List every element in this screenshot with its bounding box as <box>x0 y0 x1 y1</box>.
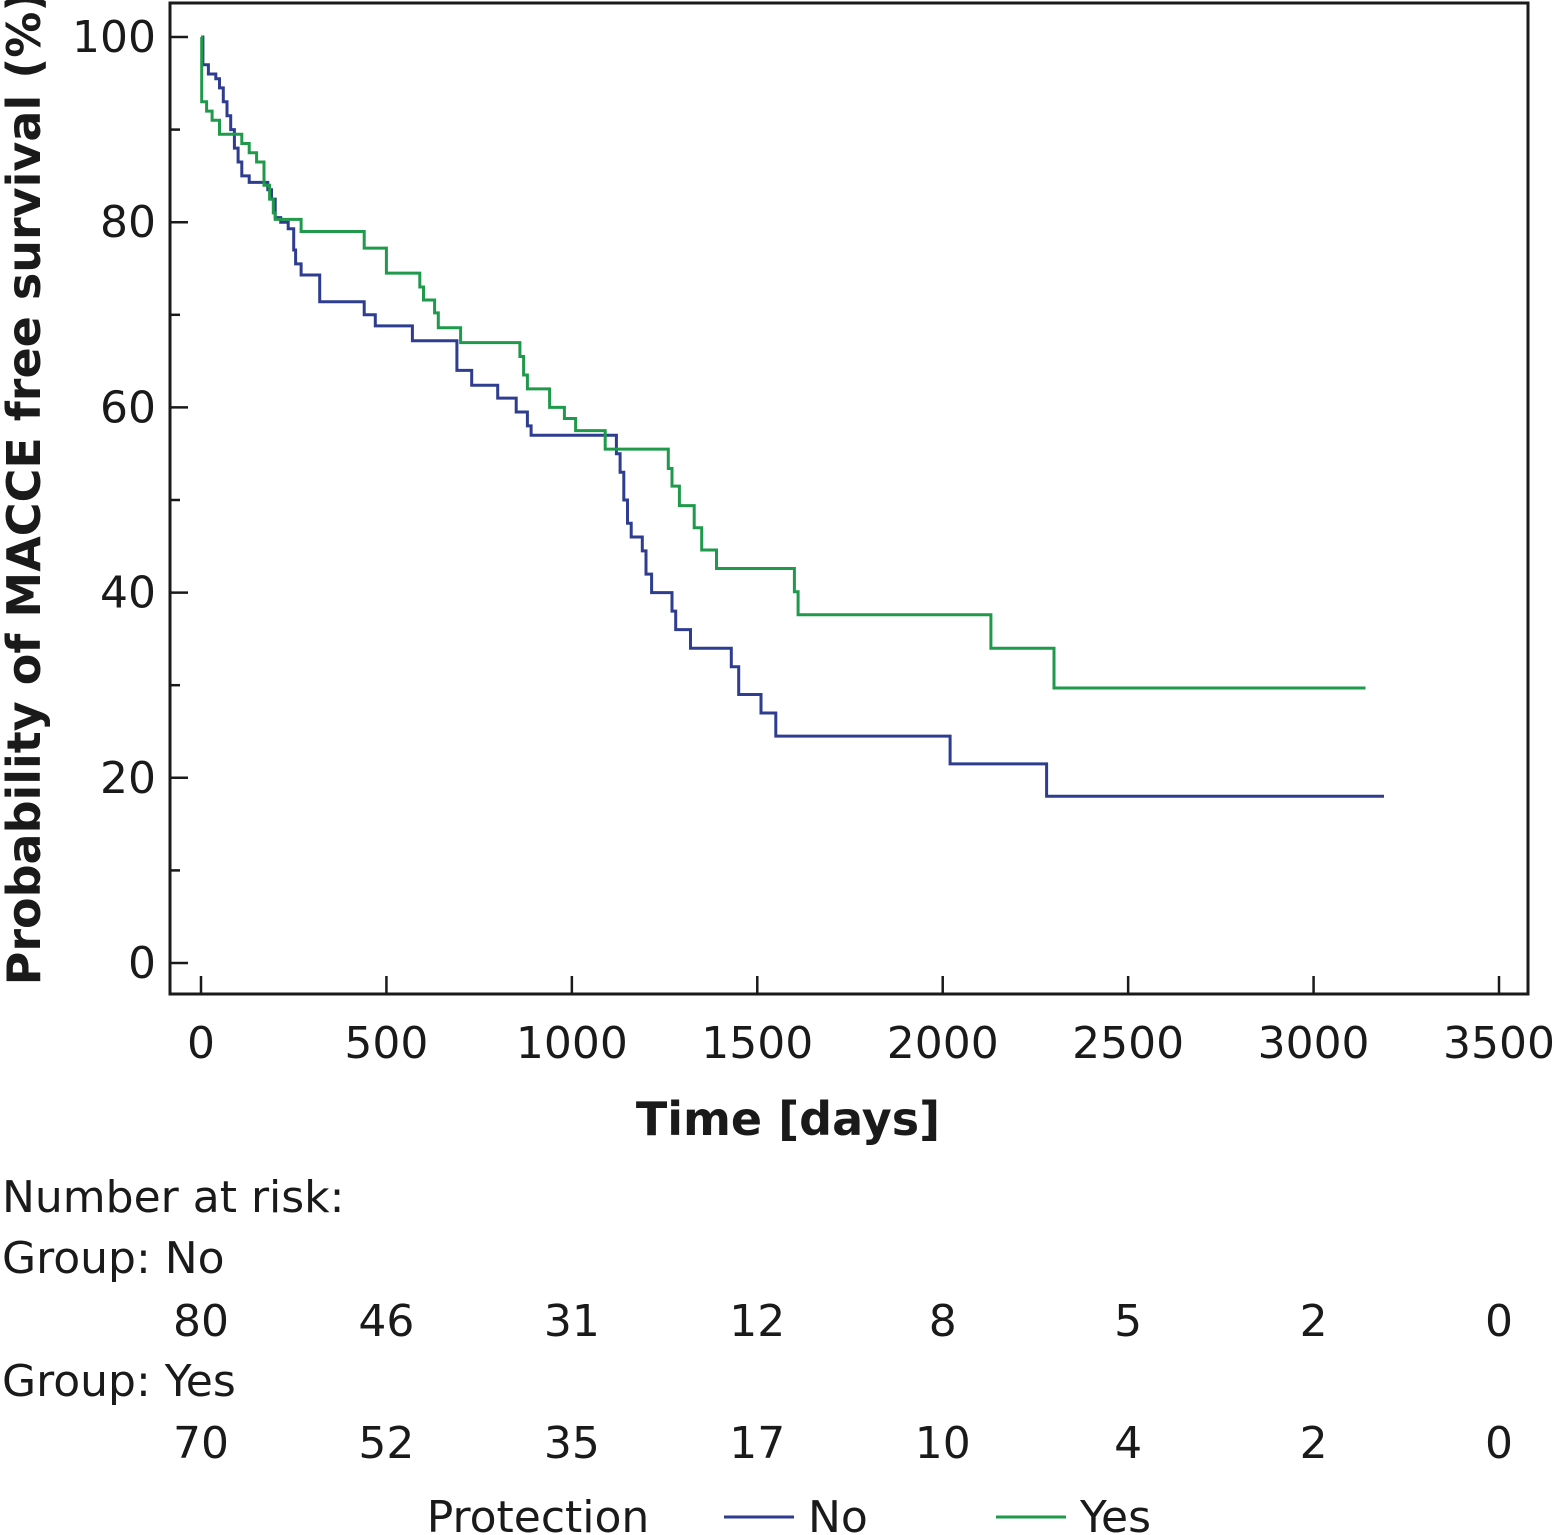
y-tick-label: 60 <box>100 382 156 433</box>
x-tick-label: 2500 <box>1072 1018 1184 1069</box>
legend-title: Protection <box>427 1492 650 1535</box>
risk-value-no: 12 <box>729 1296 785 1347</box>
x-tick-label: 500 <box>344 1018 428 1069</box>
risk-value-no: 8 <box>929 1296 957 1347</box>
y-tick-label: 0 <box>128 938 156 989</box>
risk-value-yes: 17 <box>729 1418 785 1469</box>
x-tick-label: 3000 <box>1258 1018 1370 1069</box>
x-tick-label: 1500 <box>701 1018 813 1069</box>
y-tick-label: 20 <box>100 753 156 804</box>
risk-value-no: 31 <box>544 1296 600 1347</box>
legend-label-no: No <box>808 1492 868 1535</box>
risk-value-yes: 35 <box>544 1418 600 1469</box>
x-axis: 0 500 1000 1500 2000 2500 3000 3500 <box>187 976 1555 1069</box>
risk-value-no: 5 <box>1114 1296 1142 1347</box>
risk-value-no: 2 <box>1300 1296 1328 1347</box>
risk-group-yes-label: Group: Yes <box>2 1356 236 1407</box>
risk-table-values: 80 46 31 12 8 5 2 070 52 35 17 10 4 2 0 <box>173 1296 1513 1469</box>
risk-value-no: 80 <box>173 1296 229 1347</box>
risk-group-no-label: Group: No <box>2 1233 225 1284</box>
risk-value-yes: 52 <box>358 1418 414 1469</box>
x-axis-title: Time [days] <box>636 1092 940 1146</box>
series-no-curve <box>201 35 1384 798</box>
y-tick-label: 80 <box>100 197 156 248</box>
risk-table-heading: Number at risk: <box>2 1172 344 1223</box>
plot-frame <box>168 1 1530 996</box>
risk-value-yes: 10 <box>915 1418 971 1469</box>
risk-value-no: 0 <box>1485 1296 1513 1347</box>
risk-value-yes: 0 <box>1485 1418 1513 1469</box>
x-tick-label: 3500 <box>1443 1018 1555 1069</box>
y-tick-label: 100 <box>72 12 156 63</box>
plot-area-border <box>168 1 1530 996</box>
y-axis-title: Probability of MACCE free survival (%) <box>0 0 51 985</box>
risk-value-no: 46 <box>358 1296 414 1347</box>
risk-value-yes: 2 <box>1300 1418 1328 1469</box>
x-tick-label: 0 <box>187 1018 215 1069</box>
x-tick-label: 1000 <box>516 1018 628 1069</box>
x-tick-label: 2000 <box>887 1018 999 1069</box>
survival-curves <box>200 35 1384 798</box>
series-yes-curve <box>200 35 1366 690</box>
risk-value-yes: 70 <box>173 1418 229 1469</box>
y-tick-label: 40 <box>100 568 156 619</box>
legend-label-yes: Yes <box>1079 1492 1151 1535</box>
y-axis: 0 20 40 60 80 100 <box>72 12 188 989</box>
risk-value-yes: 4 <box>1114 1418 1142 1469</box>
